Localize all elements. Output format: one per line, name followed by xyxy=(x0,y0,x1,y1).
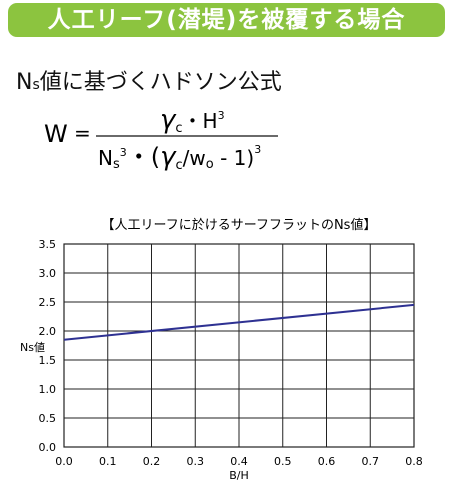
chart-title: 【人工リーフに於けるサーフフラットのNs値】 xyxy=(102,217,377,233)
formula-part: 3 xyxy=(218,109,225,122)
x-tick-label: 0.8 xyxy=(405,455,423,468)
formula-part: N xyxy=(98,146,113,170)
x-tick-label: 0.6 xyxy=(318,455,336,468)
formula-part: γ xyxy=(160,142,177,172)
y-tick-label: 0.0 xyxy=(39,441,57,454)
subtitle-part: s xyxy=(32,77,40,93)
formula-part: c xyxy=(175,121,182,136)
y-tick-label: 2.5 xyxy=(39,296,57,309)
formula-equals: = xyxy=(74,121,91,145)
x-tick-label: 0.3 xyxy=(187,455,205,468)
y-tick-label: 1.5 xyxy=(39,354,57,367)
x-tick-label: 0.5 xyxy=(274,455,292,468)
formula-denominator: Ns3・(γc/wo - 1)3 xyxy=(98,142,261,173)
formula-part: - 1) xyxy=(214,146,254,170)
formula-part: c xyxy=(176,158,183,173)
plot-frame xyxy=(63,243,415,448)
subtitle-part: 値に基づくハドソン公式 xyxy=(39,70,282,95)
x-tick-label: 0.7 xyxy=(362,455,380,468)
x-axis-label: B/H xyxy=(229,469,249,480)
y-tick-label: 2.0 xyxy=(39,325,57,338)
formula-lhs: W xyxy=(44,120,68,148)
formula-part: /w xyxy=(183,146,206,170)
y-tick-label: 3.5 xyxy=(39,238,57,251)
y-tick-label: 1.0 xyxy=(39,383,57,396)
y-tick-label: 0.5 xyxy=(39,412,57,425)
y-axis-label: Ns値 xyxy=(20,341,45,354)
subtitle: Ns値に基づくハドソン公式 xyxy=(16,64,282,96)
formula-part: ・H xyxy=(183,109,218,133)
formula-part: ・( xyxy=(127,143,160,171)
series-line xyxy=(63,303,415,341)
subtitle-part: N xyxy=(16,70,33,95)
banner: 人工リーフ(潜堤)を被覆する場合 xyxy=(8,3,445,37)
formula-part: s xyxy=(113,157,120,172)
x-tick-label: 0.2 xyxy=(143,455,161,468)
formula-numerator: γc・H3 xyxy=(160,105,225,136)
y-tick-label: 3.0 xyxy=(39,267,57,280)
formula-part: 3 xyxy=(254,143,261,156)
formula-part: o xyxy=(206,157,214,172)
formula-part: γ xyxy=(160,105,177,135)
x-tick-label: 0.4 xyxy=(230,455,248,468)
x-tick-label: 0.0 xyxy=(55,455,73,468)
x-tick-label: 0.1 xyxy=(99,455,117,468)
formula-part: 3 xyxy=(120,146,127,159)
